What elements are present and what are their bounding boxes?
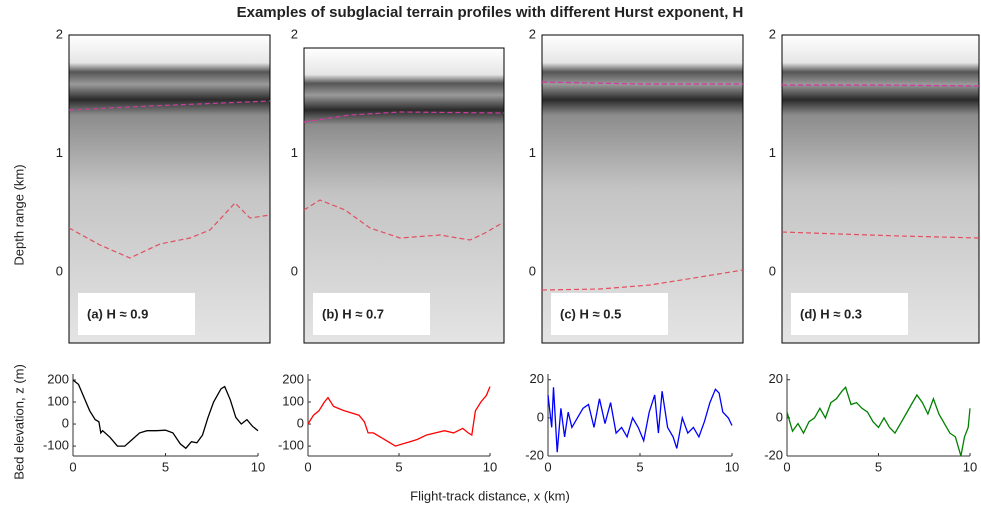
y-tick-label: 200 [47,371,69,386]
y-tick-label: 0 [297,415,304,430]
depth-tick-label: 1 [291,145,298,160]
panel-label: (a) H ≈ 0.9 [87,306,148,321]
x-tick-label: 5 [395,459,402,474]
x-tick-label: 5 [875,459,882,474]
depth-tick-label: 2 [56,26,63,41]
x-tick-label: 0 [69,459,76,474]
y-tick-label: 20 [769,371,783,386]
x-tick-label: 5 [636,459,643,474]
depth-label: Depth range (km) [11,164,26,265]
y-tick-label: 200 [282,371,304,386]
depth-tick-label: 2 [769,26,776,41]
profile-line [786,386,971,457]
y-tick-label: -100 [43,438,69,453]
y-tick-label: 100 [47,393,69,408]
panel-label: (b) H ≈ 0.7 [322,306,384,321]
y-tick-label: -20 [525,447,544,462]
panel-label: (d) H ≈ 0.3 [800,306,862,321]
label-box [791,293,908,335]
y-label: Bed elevation, z (m) [11,364,26,480]
depth-tick-label: 1 [56,145,63,160]
y-tick-label: 0 [62,415,69,430]
profile-line [72,379,259,450]
profile-line [307,386,491,447]
y-tick-label: -20 [764,447,783,462]
label-box [551,293,668,335]
picks [68,81,980,291]
depth-tick-label: 0 [291,263,298,278]
x-tick-label: 0 [544,459,551,474]
panel-label: (c) H ≈ 0.5 [560,306,621,321]
y-tick-label: -100 [278,438,304,453]
y-tick-label: 0 [776,409,783,424]
x-tick-label: 10 [251,459,265,474]
depth-tick-label: 0 [769,263,776,278]
title: Examples of subglacial terrain profiles … [237,4,744,21]
x-tick-label: 10 [483,459,497,474]
depth-tick-label: 2 [529,26,536,41]
depth-tick-label: 1 [769,145,776,160]
radargram [68,34,271,344]
y-tick-label: 100 [282,393,304,408]
depth-tick-label: 0 [56,263,63,278]
x-tick-label: 10 [963,459,977,474]
depth-tick-label: 1 [529,145,536,160]
x-label: Flight-track distance, x (km) [410,488,570,503]
profile-line [547,387,733,453]
x-tick-label: 0 [783,459,790,474]
x-tick-label: 10 [725,459,739,474]
x-tick-label: 0 [304,459,311,474]
x-tick-label: 5 [162,459,169,474]
radargram [541,34,744,344]
y-tick-label: 0 [537,409,544,424]
radargram [781,34,980,344]
depth-tick-label: 0 [529,263,536,278]
y-tick-label: 20 [530,371,544,386]
depth-tick-label: 2 [291,26,298,41]
label-box [313,293,430,335]
label-box [78,293,195,335]
